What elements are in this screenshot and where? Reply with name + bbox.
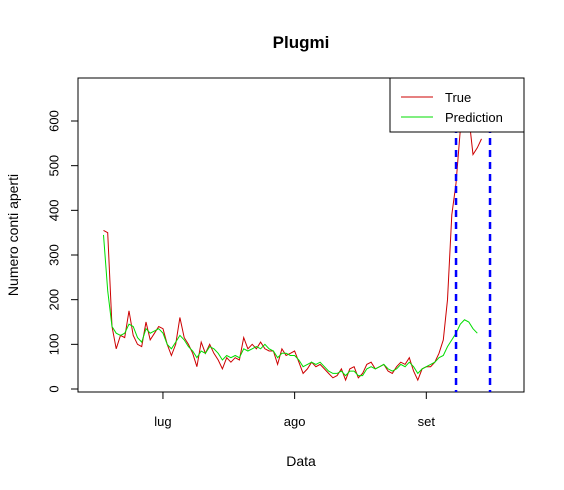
y-axis: 0 100 200 300 400 500 600	[47, 110, 78, 393]
x-tick-label-lug: lug	[154, 414, 171, 429]
legend-prediction-label: Prediction	[445, 110, 503, 125]
chart-title: Plugmi	[273, 33, 330, 52]
y-tick-label-500: 500	[47, 155, 62, 177]
legend: True Prediction	[389, 77, 525, 133]
y-tick-label-200: 200	[47, 289, 62, 311]
y-tick-label-0: 0	[47, 385, 62, 392]
plot-frame	[77, 77, 525, 393]
legend-true-label: True	[445, 90, 471, 105]
y-tick-label-600: 600	[47, 110, 62, 132]
x-tick-label-set: set	[418, 414, 436, 429]
y-tick-label-100: 100	[47, 333, 62, 355]
legend-box	[389, 77, 525, 133]
y-tick-label-300: 300	[47, 244, 62, 266]
x-axis: lug ago set	[154, 392, 435, 429]
series-line-prediction	[103, 234, 478, 377]
y-axis-label: Numero conti aperti	[5, 174, 21, 296]
x-tick-label-ago: ago	[284, 414, 306, 429]
series-line-true	[103, 115, 482, 382]
series-layer	[103, 115, 482, 382]
x-axis-label: Data	[286, 453, 316, 469]
y-tick-label-400: 400	[47, 199, 62, 221]
